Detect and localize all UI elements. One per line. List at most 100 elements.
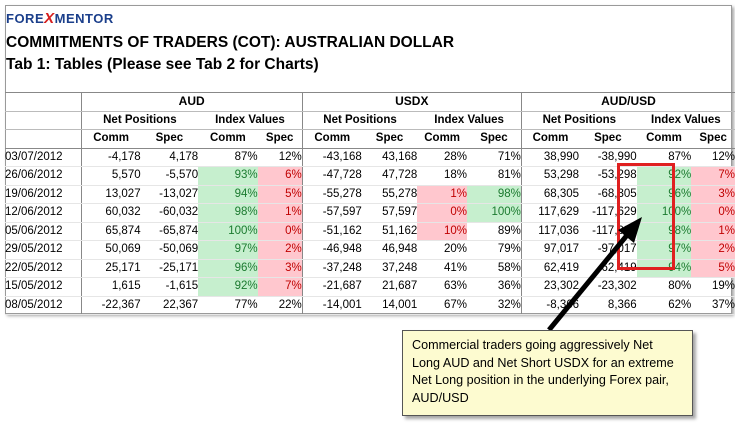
value-cell: 79% [466,240,522,260]
value-cell: 87% [198,148,258,167]
value-cell: 36% [466,277,522,297]
date-cell: 08/05/2012 [5,296,82,315]
value-cell: 0% [691,203,735,223]
value-cell: 37,248 [361,259,418,278]
value-cell: 53,298 [520,166,580,186]
table-row: 26/06/2012 5,570 -5,570 93% 6% -47,728 47,728 1… [5,166,735,186]
value-cell: 50,069 [80,240,141,260]
value-cell: 22,367 [140,296,199,315]
value-cell: 5% [257,185,303,204]
value-cell: -22,367 [80,296,141,315]
value-cell: 87% [636,148,692,167]
value-cell: 98% [636,222,692,241]
value-cell: -57,597 [301,203,362,223]
value-cell: 117,629 [520,203,580,223]
table-row: 15/05/2012 1,615 -1,615 92% 7% -21,687 21,687 6… [5,277,735,297]
value-cell: 41% [417,259,467,278]
value-cell: 96% [198,259,258,278]
value-cell: 60,032 [80,203,141,223]
value-cell: 1% [417,185,467,204]
col-header-spec: Spec [691,129,735,149]
value-cell: 38,990 [520,148,580,167]
value-cell: -4,178 [80,148,141,167]
subheader-net-positions: Net Positions [80,111,199,130]
subheader-net-positions: Net Positions [520,111,637,130]
col-header-comm: Comm [80,129,141,149]
group-header-usdx: USDX [301,92,522,112]
value-cell: 81% [466,166,522,186]
col-header-comm: Comm [417,129,467,149]
value-cell: 2% [257,240,303,260]
value-cell: 100% [198,222,258,241]
col-header-comm: Comm [198,129,258,149]
value-cell: 57,597 [361,203,418,223]
subheader-net-positions: Net Positions [301,111,418,130]
table-row: 03/07/2012 -4,178 4,178 87% 12% -43,168 43,168… [5,148,735,167]
col-header-spec: Spec [140,129,199,149]
value-cell: 89% [466,222,522,241]
group-header-audusd: AUD/USD [520,92,735,112]
value-cell: -38,990 [579,148,637,167]
value-cell: 100% [466,203,522,223]
corner-cell [5,111,82,130]
value-cell: 20% [417,240,467,260]
value-cell: 94% [198,185,258,204]
value-cell: 46,948 [361,240,418,260]
date-cell: 19/06/2012 [5,185,82,204]
value-cell: 1,615 [80,277,141,297]
value-cell: 97% [198,240,258,260]
forexmentor-logo: FOREXMENTOR [6,10,114,27]
value-cell: 7% [691,166,735,186]
tab-subtitle: Tab 1: Tables (Please see Tab 2 for Char… [6,56,319,73]
value-cell: 43,168 [361,148,418,167]
value-cell: 62,419 [520,259,580,278]
value-cell: 21,687 [361,277,418,297]
value-cell: -13,027 [140,185,199,204]
value-cell: 92% [198,277,258,297]
value-cell: 7% [257,277,303,297]
date-cell: 05/06/2012 [5,222,82,241]
value-cell: 3% [691,185,735,204]
value-cell: -5,570 [140,166,199,186]
value-cell: 67% [417,296,467,315]
value-cell: 32% [466,296,522,315]
col-header-comm: Comm [636,129,692,149]
value-cell: 47,728 [361,166,418,186]
value-cell: 65,874 [80,222,141,241]
value-cell: 97% [636,240,692,260]
value-cell: 28% [417,148,467,167]
col-header-comm: Comm [520,129,580,149]
corner-cell [5,129,82,149]
value-cell: 71% [466,148,522,167]
value-cell: -47,728 [301,166,362,186]
value-cell: -43,168 [301,148,362,167]
value-cell: -14,001 [301,296,362,315]
date-cell: 22/05/2012 [5,259,82,278]
value-cell: 68,305 [520,185,580,204]
value-cell: 10% [417,222,467,241]
value-cell: 14,001 [361,296,418,315]
value-cell: 22% [257,296,303,315]
value-cell: 63% [417,277,467,297]
value-cell: -51,162 [301,222,362,241]
table-row: 29/05/2012 50,069 -50,069 97% 2% -46,948 46,94… [5,240,735,260]
value-cell: 77% [198,296,258,315]
value-cell: 117,036 [520,222,580,241]
value-cell: 93% [198,166,258,186]
date-cell: 15/05/2012 [5,277,82,297]
col-header-spec: Spec [579,129,637,149]
value-cell: 0% [417,203,467,223]
value-cell: -60,032 [140,203,199,223]
value-cell: 58% [466,259,522,278]
value-cell: 23,302 [520,277,580,297]
subheader-index-values: Index Values [198,111,303,130]
col-header-spec: Spec [466,129,522,149]
table-row: 19/06/2012 13,027 -13,027 94% 5% -55,278 55,27… [5,185,735,204]
value-cell: -21,687 [301,277,362,297]
value-cell: 18% [417,166,467,186]
value-cell: -55,278 [301,185,362,204]
value-cell: -65,874 [140,222,199,241]
callout-note: Commercial traders going aggressively Ne… [402,330,693,416]
value-cell: 98% [466,185,522,204]
